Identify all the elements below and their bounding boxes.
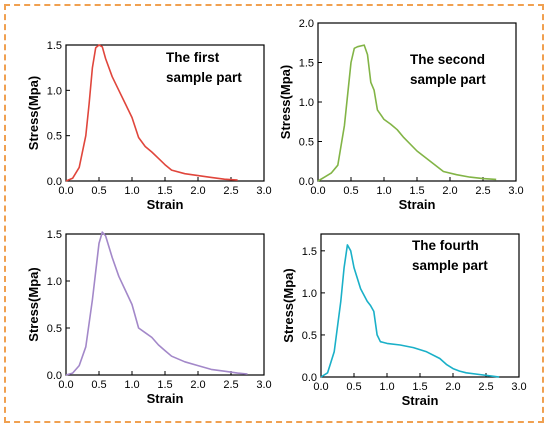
x-tick-label: 0.0 [310,185,325,197]
x-tick-label: 2.0 [190,185,205,197]
sample-annotation: The second [410,52,485,67]
x-tick-label: 2.5 [223,379,238,391]
stress-strain-curve [65,44,238,182]
x-tick-label: 0.0 [313,381,328,393]
y-tick-label: 1.5 [299,58,314,70]
x-tick-label: 2.0 [442,185,457,197]
y-tick-label: 0.0 [299,176,314,188]
x-tick-label: 1.5 [412,381,427,393]
x-tick-label: 1.0 [376,185,391,197]
sample-annotation: The fourth [412,238,479,253]
x-tick-label: 2.5 [475,185,490,197]
y-tick-label: 0.5 [47,323,62,335]
x-tick-label: 0.0 [58,379,73,391]
sample-annotation: The first [166,50,220,65]
x-tick-label: 3.0 [256,185,271,197]
x-tick-label: 0.5 [343,185,358,197]
x-tick-label: 2.5 [478,381,493,393]
stress-strain-curve [65,231,248,376]
y-tick-label: 0.0 [47,370,62,382]
y-tick-label: 1.5 [302,246,317,258]
sample-annotation: sample part [166,70,242,85]
plot-frame [320,233,520,378]
x-tick-label: 0.5 [91,379,106,391]
y-tick-label: 1.0 [302,288,317,300]
y-tick-label: 1.0 [47,276,62,288]
y-tick-label: 2.0 [299,18,314,30]
x-axis-label: Strain [399,197,436,212]
x-tick-label: 3.0 [508,185,523,197]
x-axis-label: Strain [147,197,184,212]
x-tick-label: 1.5 [409,185,424,197]
x-tick-label: 1.5 [157,379,172,391]
plot-frame [65,44,265,182]
x-tick-label: 1.5 [157,185,172,197]
y-tick-label: 1.0 [47,85,62,97]
y-tick-label: 0.0 [47,176,62,188]
x-tick-label: 0.5 [346,381,361,393]
y-axis-label: Stress(Mpa) [26,267,41,341]
x-tick-label: 3.0 [256,379,271,391]
sample-annotation: sample part [412,258,488,273]
x-axis-label: Strain [147,391,184,406]
y-axis-label: Stress(Mpa) [278,65,293,139]
x-axis-label: Strain [402,393,439,408]
y-axis-label: Stress(Mpa) [26,76,41,150]
y-tick-label: 1.0 [299,97,314,109]
x-tick-label: 3.0 [511,381,526,393]
chart-panel-3: 0.0 0.5 1.0 1.5 2.0 2.5 3.00.00.51.01.5StrainS… [26,229,272,406]
y-tick-label: 1.5 [47,229,62,241]
x-tick-label: 2.0 [190,379,205,391]
x-tick-label: 1.0 [124,379,139,391]
y-tick-label: 0.5 [302,330,317,342]
chart-panel-1: 0.0 0.5 1.0 1.5 2.0 2.5 3.00.00.51.01.5StrainS… [26,40,272,212]
sample-annotation: sample part [410,72,486,87]
x-tick-label: 0.5 [91,185,106,197]
plot-frame [65,233,265,376]
y-tick-label: 0.5 [47,131,62,143]
x-tick-label: 0.0 [58,185,73,197]
plot-frame [317,22,517,182]
x-tick-label: 2.5 [223,185,238,197]
x-tick-label: 1.0 [124,185,139,197]
dashed-border-frame [4,4,544,423]
y-tick-label: 1.5 [47,40,62,52]
y-tick-label: 0.0 [302,372,317,384]
x-tick-label: 2.0 [445,381,460,393]
y-tick-label: 0.5 [299,137,314,149]
y-axis-label: Stress(Mpa) [281,268,296,342]
chart-panel-2: 0.0 0.5 1.0 1.5 2.0 2.5 3.0 0.0 0.5 1.0 1.5 2.0 Stra… [278,18,524,212]
chart-panel-4: 0.0 0.5 1.0 1.5 2.0 2.5 3.00.00.51.01.5StrainS… [281,233,527,408]
stress-strain-curve [317,44,497,182]
stress-strain-curve [320,244,500,378]
x-tick-label: 1.0 [379,381,394,393]
